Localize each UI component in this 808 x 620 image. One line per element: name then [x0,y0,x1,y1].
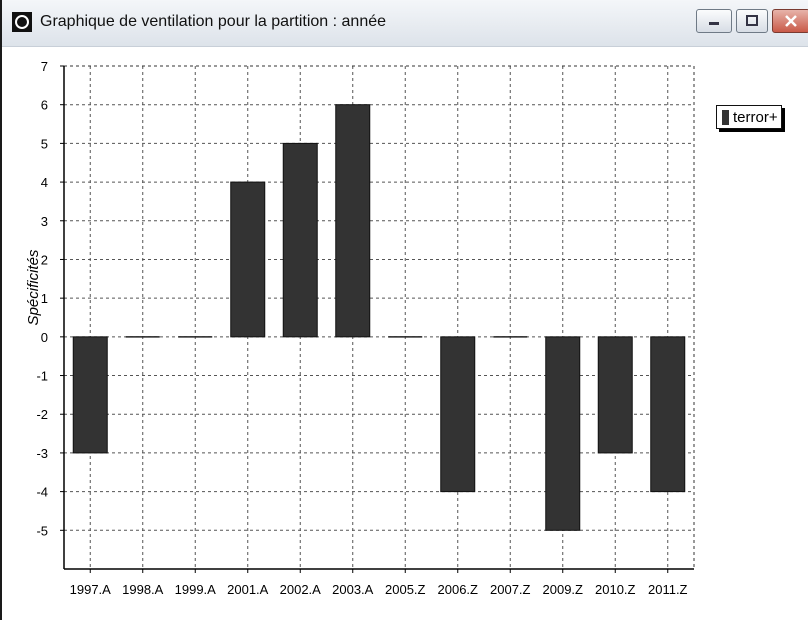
window-title: Graphique de ventilation pour la partiti… [40,13,387,30]
y-tick-label: 5 [41,136,48,151]
x-tick-label: 2007.Z [490,582,531,597]
bar [230,181,266,338]
close-icon [785,15,797,27]
legend-label: terror+ [733,109,778,126]
x-tick-label: 1997.A [70,582,112,597]
x-tick-label: 2009.Z [543,582,584,597]
legend-swatch [722,110,729,125]
x-tick-label: 2001.A [227,582,269,597]
maximize-icon [746,15,758,26]
bar [440,336,476,493]
bar [282,142,318,338]
x-tick-label: 2005.Z [385,582,426,597]
chart-legend: terror+ [716,105,782,129]
maximize-button[interactable] [736,9,768,33]
x-tick-label: 1999.A [175,582,217,597]
y-axis-label: Spécificités [25,249,42,325]
close-button[interactable] [772,9,808,33]
y-tick-label: 6 [41,98,48,113]
y-tick-label: -3 [36,446,48,461]
y-tick-label: -5 [36,523,48,538]
bar-chart: -5 -4 -3 -2 -1 0 1 2 3 4 5 6 7 1997.A 1998.A 1999.A 2001… [25,59,695,597]
x-tick-label: 2006.Z [438,582,479,597]
bar [545,336,581,531]
bar [650,336,686,493]
y-tick-label: 2 [41,252,48,267]
y-tick-label: 7 [41,59,48,74]
x-tick-label: 2003.A [332,582,374,597]
bar [72,336,108,454]
x-tick-label: 2010.Z [595,582,636,597]
y-tick-label: 4 [41,175,48,190]
app-logo-icon [12,12,32,32]
y-tick-label: -1 [36,369,48,384]
x-tick-label: 1998.A [122,582,164,597]
x-tick-label: 2011.Z [648,582,688,597]
minimize-icon [709,22,719,25]
y-tick-label: -4 [36,485,48,500]
bar [335,104,371,338]
minimize-button[interactable] [696,9,732,33]
x-tick-label: 2002.A [280,582,322,597]
y-tick-label: 1 [41,291,48,306]
bar [597,336,633,454]
y-tick-label: 3 [41,214,48,229]
title-bar[interactable]: Graphique de ventilation pour la partiti… [2,0,808,47]
y-tick-label: -2 [36,407,48,422]
y-tick-label: 0 [41,330,48,345]
